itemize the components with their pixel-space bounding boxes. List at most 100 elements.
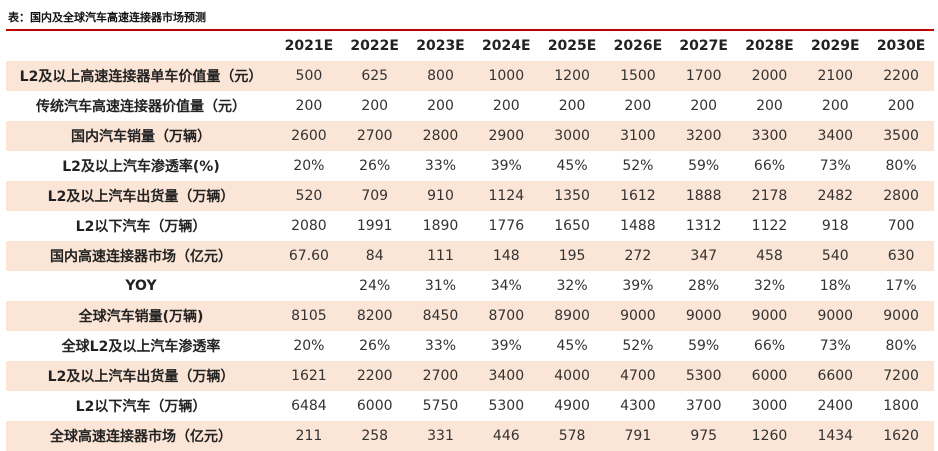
- value-cell: 3400: [802, 121, 869, 151]
- value-cell: 1000: [473, 61, 540, 91]
- value-cell: 258: [341, 421, 408, 451]
- table-caption: 表：国内及全球汽车高速连接器市场预测: [8, 11, 206, 24]
- row-label-cell: L2及以上汽车出货量（万辆）: [6, 361, 276, 391]
- value-cell: 200: [736, 91, 803, 121]
- value-cell: 800: [407, 61, 474, 91]
- value-cell: 80%: [868, 151, 934, 181]
- value-cell: 8200: [341, 301, 408, 331]
- value-cell: 331: [407, 421, 474, 451]
- header-corner-cell: [6, 31, 276, 61]
- value-cell: 8900: [539, 301, 605, 331]
- value-cell: 31%: [407, 271, 474, 301]
- value-cell: 59%: [670, 331, 737, 361]
- table-row: L2及以上高速连接器单车价值量（元） 500 625 800 1000 1200 1500 1…: [6, 61, 934, 91]
- value-cell: 200: [604, 91, 671, 121]
- value-cell: 1488: [604, 211, 671, 241]
- value-cell: 84: [341, 241, 408, 271]
- table-row: 国内高速连接器市场（亿元） 67.60 84 111 148 195 272 347 458 54…: [6, 241, 934, 271]
- table-row: L2以下汽车（万辆） 2080 1991 1890 1776 1650 1488 1312 11…: [6, 211, 934, 241]
- header-year-cell: 2028E: [736, 31, 803, 61]
- value-cell: 200: [670, 91, 737, 121]
- value-cell: 3000: [539, 121, 605, 151]
- value-cell: 28%: [670, 271, 737, 301]
- table-row: L2以下汽车（万辆） 6484 6000 5750 5300 4900 4300 3700 30…: [6, 391, 934, 421]
- value-cell: 80%: [868, 331, 934, 361]
- value-cell: 1650: [539, 211, 605, 241]
- value-cell: 33%: [407, 151, 474, 181]
- row-label-cell: L2及以上汽车出货量（万辆）: [6, 181, 276, 211]
- value-cell: 1776: [473, 211, 540, 241]
- value-cell: 200: [407, 91, 474, 121]
- value-cell: 1620: [868, 421, 934, 451]
- value-cell: 59%: [670, 151, 737, 181]
- value-cell: 20%: [276, 331, 342, 361]
- table-header-row: 2021E 2022E 2023E 2024E 2025E 2026E 2027E 2028E…: [6, 31, 934, 61]
- value-cell: 66%: [736, 151, 803, 181]
- table-row: 传统汽车高速连接器价值量（元） 200 200 200 200 200 200 200 200 2…: [6, 91, 934, 121]
- value-cell: 2200: [868, 61, 934, 91]
- value-cell: 39%: [473, 151, 540, 181]
- value-cell: 26%: [341, 151, 408, 181]
- value-cell: 18%: [802, 271, 869, 301]
- value-cell: 66%: [736, 331, 803, 361]
- value-cell: 24%: [341, 271, 408, 301]
- value-cell: 6000: [736, 361, 803, 391]
- value-cell: 9000: [604, 301, 671, 331]
- value-cell: 2200: [341, 361, 408, 391]
- value-cell: 33%: [407, 331, 474, 361]
- value-cell: 446: [473, 421, 540, 451]
- value-cell: 347: [670, 241, 737, 271]
- value-cell: 3100: [604, 121, 671, 151]
- value-cell: 73%: [802, 151, 869, 181]
- value-cell: 9000: [670, 301, 737, 331]
- value-cell: 2482: [802, 181, 869, 211]
- forecast-table-container: 2021E 2022E 2023E 2024E 2025E 2026E 2027E 2028E…: [6, 29, 934, 451]
- value-cell: 4900: [539, 391, 605, 421]
- table-row: YOY 24% 31% 34% 32% 39% 28% 32% 18% 17%: [6, 271, 934, 301]
- row-label-cell: L2以下汽车（万辆）: [6, 211, 276, 241]
- value-cell: 910: [407, 181, 474, 211]
- value-cell: 2178: [736, 181, 803, 211]
- value-cell: 200: [473, 91, 540, 121]
- value-cell: 458: [736, 241, 803, 271]
- value-cell: 1888: [670, 181, 737, 211]
- table-row: L2及以上汽车渗透率(%) 20% 26% 33% 39% 45% 52% 59% 66% 73%…: [6, 151, 934, 181]
- value-cell: 20%: [276, 151, 342, 181]
- value-cell: 111: [407, 241, 474, 271]
- value-cell: 39%: [604, 271, 671, 301]
- value-cell: 195: [539, 241, 605, 271]
- value-cell: 52%: [604, 151, 671, 181]
- table-row: 国内汽车销量（万辆） 2600 2700 2800 2900 3000 3100 3200 33…: [6, 121, 934, 151]
- header-year-cell: 2021E: [276, 31, 342, 61]
- value-cell: 4000: [539, 361, 605, 391]
- value-cell: 1800: [868, 391, 934, 421]
- value-cell: 2800: [868, 181, 934, 211]
- row-label-cell: YOY: [6, 271, 276, 301]
- value-cell: 1700: [670, 61, 737, 91]
- value-cell: 540: [802, 241, 869, 271]
- value-cell: 200: [802, 91, 869, 121]
- row-label-cell: 全球高速连接器市场（亿元）: [6, 421, 276, 451]
- row-label-cell: L2及以上高速连接器单车价值量（元）: [6, 61, 276, 91]
- value-cell: 5300: [473, 391, 540, 421]
- header-year-cell: 2024E: [473, 31, 540, 61]
- value-cell: 272: [604, 241, 671, 271]
- table-body: L2及以上高速连接器单车价值量（元） 500 625 800 1000 1200 1500 1…: [6, 61, 934, 451]
- value-cell: 9000: [736, 301, 803, 331]
- value-cell: 630: [868, 241, 934, 271]
- value-cell: 200: [341, 91, 408, 121]
- header-year-cell: 2030E: [868, 31, 934, 61]
- value-cell: 5300: [670, 361, 737, 391]
- value-cell: 67.60: [276, 241, 342, 271]
- value-cell: 148: [473, 241, 540, 271]
- value-cell: 8700: [473, 301, 540, 331]
- value-cell: 5750: [407, 391, 474, 421]
- table-row: 全球高速连接器市场（亿元） 211 258 331 446 578 791 975 1260 14…: [6, 421, 934, 451]
- value-cell: 2080: [276, 211, 342, 241]
- value-cell: 200: [539, 91, 605, 121]
- value-cell: 918: [802, 211, 869, 241]
- value-cell: 34%: [473, 271, 540, 301]
- value-cell: 45%: [539, 151, 605, 181]
- row-label-cell: 国内汽车销量（万辆）: [6, 121, 276, 151]
- table-row: 全球汽车销量(万辆) 8105 8200 8450 8700 8900 9000 9000 90…: [6, 301, 934, 331]
